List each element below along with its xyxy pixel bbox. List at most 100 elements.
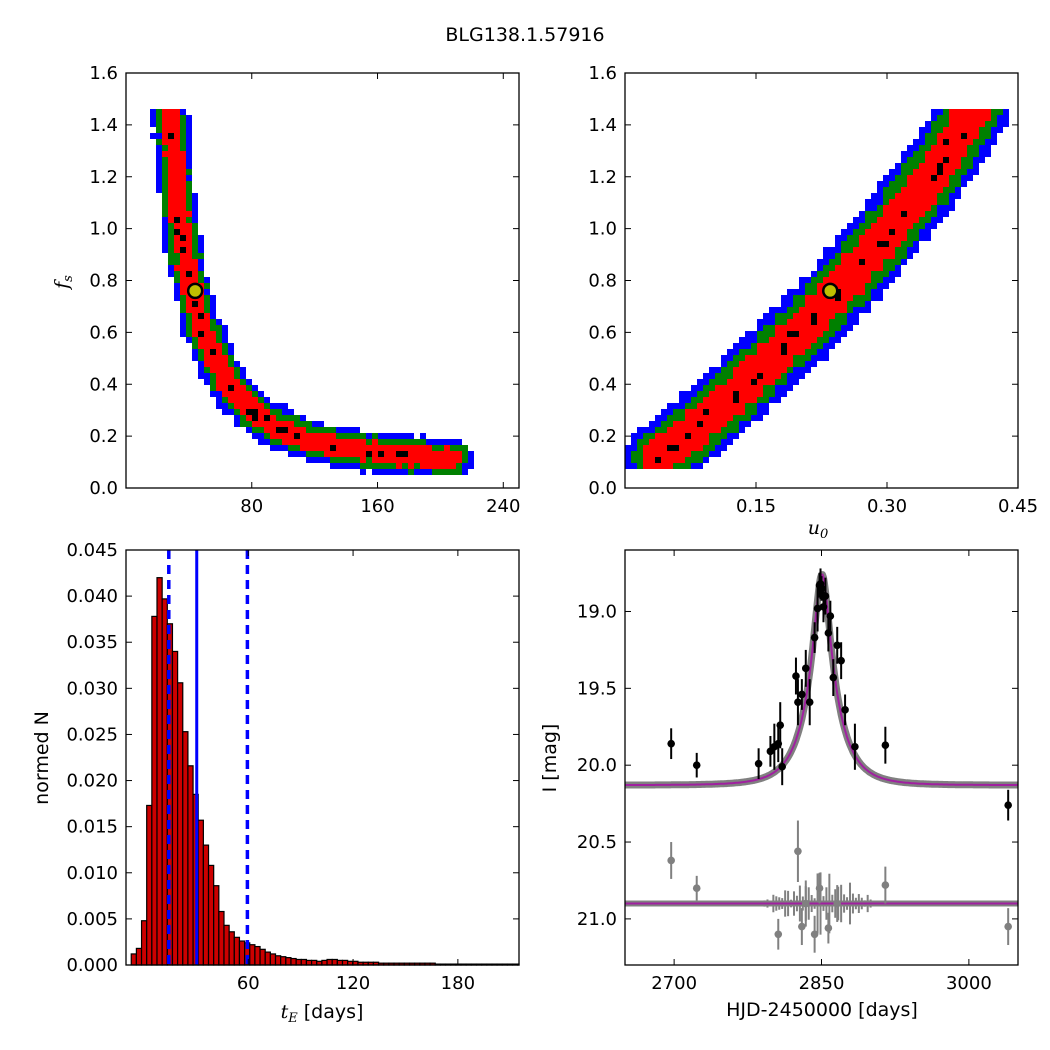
heatmap-cell	[841, 301, 847, 307]
xlabel: u0	[808, 517, 829, 542]
histogram-bar	[341, 959, 349, 966]
heatmap-cell	[402, 439, 408, 445]
heatmap-cell	[799, 289, 805, 295]
heatmap-cell	[793, 355, 799, 361]
heatmap-cell	[318, 433, 324, 439]
heatmap-cell	[685, 397, 691, 403]
heatmap-cell	[685, 463, 691, 469]
heatmap-cell	[204, 367, 210, 373]
heatmap-cell	[847, 253, 853, 259]
heatmap-cell	[787, 325, 793, 331]
heatmap-cell	[384, 445, 390, 451]
heatmap-cell	[799, 319, 805, 325]
heatmap-cell	[312, 433, 318, 439]
heatmap-cell	[679, 433, 685, 439]
heatmap-cell	[198, 301, 204, 307]
heatmap-cell	[913, 223, 919, 229]
heatmap-cell	[162, 163, 168, 169]
heatmap-cell	[691, 397, 697, 403]
heatmap-cell	[943, 157, 949, 163]
heatmap-cell	[859, 259, 865, 265]
heatmap-cell	[739, 409, 745, 415]
y-tick-label: 1.4	[89, 115, 118, 136]
heatmap-cell	[420, 451, 426, 457]
heatmap-cell	[180, 235, 186, 241]
heatmap-cell	[751, 409, 757, 415]
heatmap-cell	[174, 199, 180, 205]
heatmap-cell	[943, 109, 949, 115]
heatmap-cell	[949, 115, 955, 121]
heatmap-cell	[318, 451, 324, 457]
heatmap-cell	[679, 451, 685, 457]
heatmap-cell	[174, 295, 180, 301]
heatmap-cell	[222, 403, 228, 409]
heatmap-cell	[174, 241, 180, 247]
heatmap-cell	[192, 265, 198, 271]
heatmap-cell	[739, 427, 745, 433]
y-tick-label: 19.5	[577, 678, 617, 699]
heatmap-cell	[679, 409, 685, 415]
heatmap-cell	[853, 223, 859, 229]
heatmap-cell	[907, 235, 913, 241]
heatmap-cell	[877, 241, 883, 247]
heatmap-cell	[655, 451, 661, 457]
heatmap-cell	[931, 199, 937, 205]
y-tick-label: 0.005	[66, 909, 118, 930]
heatmap-cell	[240, 415, 246, 421]
heatmap-cell	[799, 349, 805, 355]
heatmap-cell	[204, 283, 210, 289]
heatmap-cell	[150, 109, 156, 115]
heatmap-cell	[889, 271, 895, 277]
heatmap-cell	[216, 337, 222, 343]
heatmap-cell	[631, 451, 637, 457]
heatmap-cell	[817, 355, 823, 361]
heatmap-cell	[673, 451, 679, 457]
heatmap-cell	[667, 463, 673, 469]
heatmap-cell	[198, 373, 204, 379]
heatmap-cell	[709, 379, 715, 385]
y-tick-label: 19.0	[577, 601, 617, 622]
heatmap-cell	[186, 331, 192, 337]
heatmap-cell	[943, 187, 949, 193]
heatmap-cell	[757, 373, 763, 379]
heatmap-cell	[769, 337, 775, 343]
residual-point	[692, 884, 701, 892]
heatmap-cell	[859, 301, 865, 307]
heatmap-cell	[378, 463, 384, 469]
heatmap-cell	[847, 283, 853, 289]
heatmap-cell	[781, 349, 787, 355]
heatmap-cell	[222, 355, 228, 361]
heatmap-cell	[703, 379, 709, 385]
heatmap-cell	[186, 175, 192, 181]
heatmap-cell	[937, 193, 943, 199]
heatmap-cell	[180, 247, 186, 253]
y-tick-label: 0.8	[89, 271, 118, 292]
data-point	[798, 690, 806, 699]
heatmap-cell	[709, 385, 715, 391]
heatmap-cell	[871, 283, 877, 289]
heatmap-cell	[781, 307, 787, 313]
heatmap-cell	[937, 157, 943, 163]
heatmap-cell	[967, 139, 973, 145]
heatmap-cell	[733, 397, 739, 403]
heatmap-cell	[685, 451, 691, 457]
heatmap-cell	[228, 391, 234, 397]
y-tick-label: 0.040	[66, 586, 118, 607]
heatmap-cell	[234, 391, 240, 397]
heatmap-cell	[733, 349, 739, 355]
heatmap-cell	[907, 163, 913, 169]
heatmap-cell	[198, 337, 204, 343]
heatmap-cell	[186, 157, 192, 163]
heatmap-cell	[294, 421, 300, 427]
heatmap-cell	[180, 187, 186, 193]
heatmap-cell	[949, 205, 955, 211]
histogram-bar	[305, 959, 313, 966]
heatmap-cell	[240, 385, 246, 391]
heatmap-cell	[426, 439, 432, 445]
heatmap-cell	[841, 235, 847, 241]
heatmap-cell	[631, 439, 637, 445]
heatmap-cell	[661, 439, 667, 445]
heatmap-cell	[775, 385, 781, 391]
heatmap-cell	[721, 427, 727, 433]
heatmap-cell	[949, 145, 955, 151]
